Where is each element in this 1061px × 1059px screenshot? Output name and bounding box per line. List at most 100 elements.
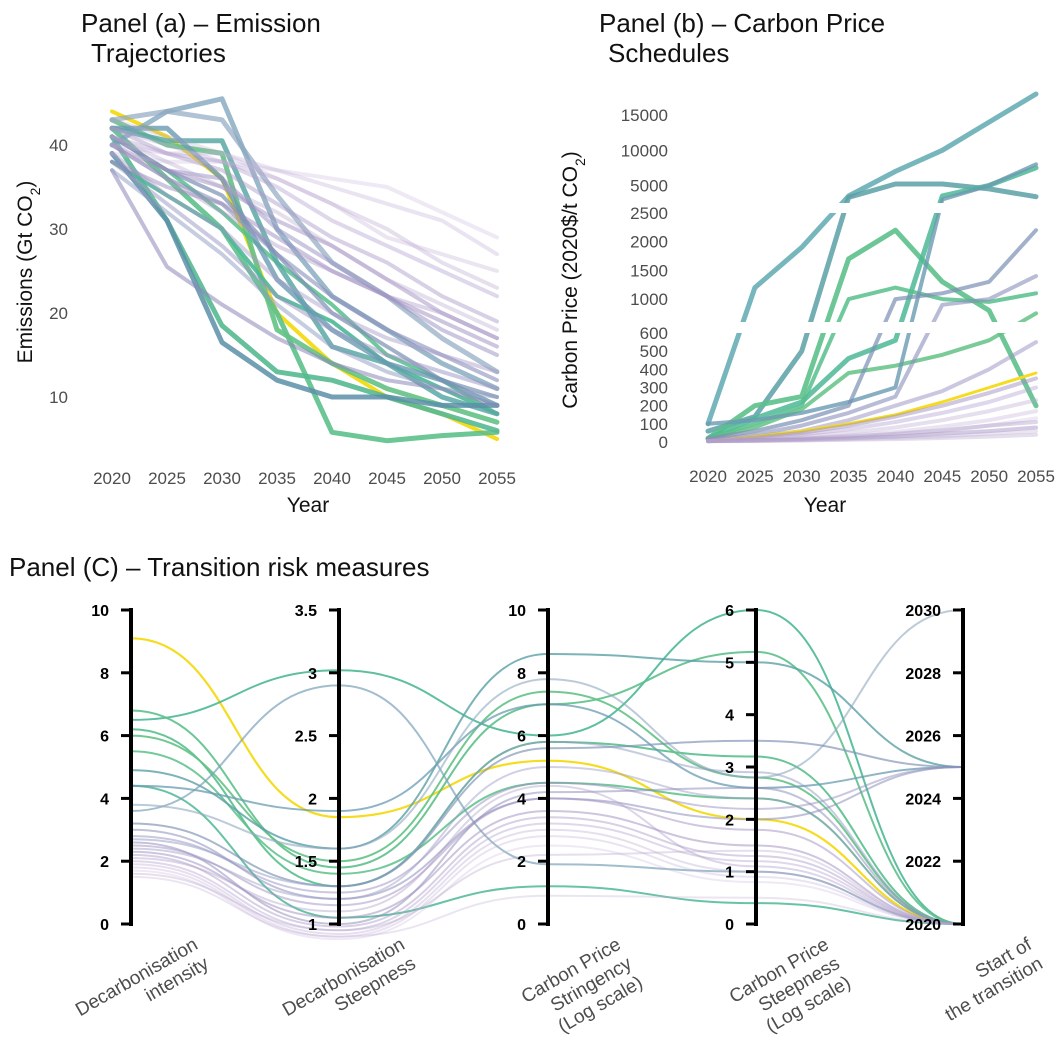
panel-c-tick-label: 2022 [905,854,941,871]
panel-a-series-line [110,159,499,349]
panel-a-series-line [110,143,499,341]
panel-b-series-line [706,425,1038,444]
panel-a-x-tick-label: 2050 [423,469,461,488]
panel-c-tick-label: 10 [508,603,526,620]
panel-b-y-tick-label: 600 [640,324,668,343]
panel-a-x-tick-label: 2030 [203,469,241,488]
panel-c-tick-label: 10 [91,603,109,620]
panel-a-series-line [109,108,500,375]
panel-b-x-tick-label: 2045 [923,467,961,486]
panel-a-x-tick-label: 2055 [478,469,516,488]
panel-c-tick-label: 2028 [905,666,941,683]
panel-b-series-line [706,420,1038,444]
panel-a: Panel (a) – Emission Trajectories 102030… [14,8,516,517]
panel-c-axes-group: 0 2 4 6 8 10 1 1.5 2 2.5 3 3.5 0 2 4 6 8 10 0 1 2 3 4 5 6 2020 202… [91,603,965,934]
panel-b-series-line [705,227,1039,441]
panel-a-series-line [110,117,499,273]
panel-c-line [130,652,964,850]
panel-a-series-line [110,151,499,240]
panel-b-x-tick-label: 2020 [689,467,727,486]
panel-b-series-line [706,162,1038,426]
panel-b-y-tick-label: 200 [640,397,668,416]
panel-c-tick-label: 2 [725,812,734,829]
panel-c-tick-label: 2 [100,854,109,871]
panel-a-x-ticks: 2020 2025 2030 2035 2040 2045 2050 2055 [93,469,516,488]
panel-c-tick-label: 6 [725,603,734,620]
panel-b-y-tick-label: 300 [640,379,668,398]
panel-a-x-tick-label: 2045 [368,469,406,488]
panel-c-axis-label: Decarbonisationintensity [72,934,213,1040]
panel-c-tick-label: 3.5 [295,603,317,620]
panel-b-y-tick-label: 2000 [630,233,668,252]
panel-a-title-line2: Trajectories [91,38,226,68]
panel-c-tick-label: 0 [725,917,734,934]
panel-a-x-axis-label: Year [287,494,329,517]
panel-a-series-line [110,143,499,383]
panel-a-series-line [110,151,499,374]
panel-c-tick-label: 2 [517,854,526,871]
panel-c-tick-label: 2.5 [295,729,317,746]
panel-a-series-line [110,126,499,290]
panel-b-series-line [706,311,1038,441]
panel-c-tick-label: 2024 [905,791,941,808]
panel-b-title-line2: Schedules [608,38,729,68]
panel-b-y-tick-label: 2500 [630,204,668,223]
panel-b-x-tick-label: 2040 [877,467,915,486]
panel-b-x-tick-label: 2025 [736,467,774,486]
panel-c-line [130,608,964,925]
panel-b-series-line [706,376,1038,444]
panel-c-axis-label: Carbon PriceSteepness(Log scale) [726,934,855,1046]
panel-c-line [130,786,964,926]
panel-b-axis-break [690,322,1050,333]
panel-b-series-line [706,432,1038,444]
panel-a-series-line [110,168,499,399]
panel-c-axis-label: DecarbonisationSteepness [279,934,419,1040]
panel-b-y-axis-label: Carbon Price (2020$/t CO2) [559,151,588,409]
panel-a-title-line1: Panel (a) – Emission [81,8,321,38]
panel-c-axis-label: Carbon PriceStringency(Log scale) [518,934,647,1046]
panel-b-x-tick-label: 2030 [783,467,821,486]
panel-b-y-tick-label: 1500 [630,261,668,280]
panel-b-x-tick-label: 2055 [1017,467,1055,486]
panel-c-tick-label: 4 [517,791,526,808]
panel-a-series-line [109,96,500,392]
panel-b-y-tick-label: 15000 [621,106,668,125]
panel-c-tick-label: 1 [308,917,317,934]
panel-c-tick-label: 6 [517,729,526,746]
panel-b-series-line [706,228,1038,441]
panel-b-y-tick-label: 100 [640,415,668,434]
panel-a-x-tick-label: 2035 [258,469,296,488]
panel-c-line [130,835,964,938]
panel-a-series-line [110,159,499,391]
panel-c-tick-label: 8 [517,666,526,683]
panel-b-series-line [705,91,1039,427]
panel-b-series-line [706,429,1038,444]
panel-c: Panel (C) – Transition risk measures 0 2 4… [9,552,1047,1046]
panel-c-tick-label: 0 [517,917,526,934]
panel-a-series-line [110,143,499,341]
panel-b-series-line [706,385,1038,444]
panel-c-tick-label: 5 [725,655,734,672]
panel-a-series-line [110,126,499,324]
panel-a-y-axis-label: Emissions (Gt CO2) [14,181,43,364]
panel-a-series-line [109,150,500,408]
panel-c-tick-label: 3 [308,666,317,683]
panel-c-tick-label: 8 [100,666,109,683]
panel-b: Panel (b) – Carbon Price Schedules 01002… [559,8,1055,517]
panel-a-y-tick-label: 20 [49,304,68,323]
panel-c-tick-label: 3 [725,760,734,777]
panel-a-x-tick-label: 2025 [148,469,186,488]
panel-c-title: Panel (C) – Transition risk measures [9,552,429,582]
panel-b-y-tick-label: 5000 [630,176,668,195]
panel-a-series-line [109,125,500,444]
panel-c-tick-label: 1 [725,865,734,882]
panel-a-series-group [109,96,500,444]
panel-c-tick-label: 4 [100,791,109,808]
panel-c-axis-labels: Decarbonisationintensity DecarbonisationS… [72,934,1047,1046]
panel-b-x-tick-label: 2035 [830,467,868,486]
panel-c-tick-label: 2026 [905,729,941,746]
panel-c-tick-label: 2 [308,791,317,808]
panel-c-tick-label: 2030 [905,603,941,620]
panel-c-axis-label: Start ofthe transition [931,934,1047,1026]
